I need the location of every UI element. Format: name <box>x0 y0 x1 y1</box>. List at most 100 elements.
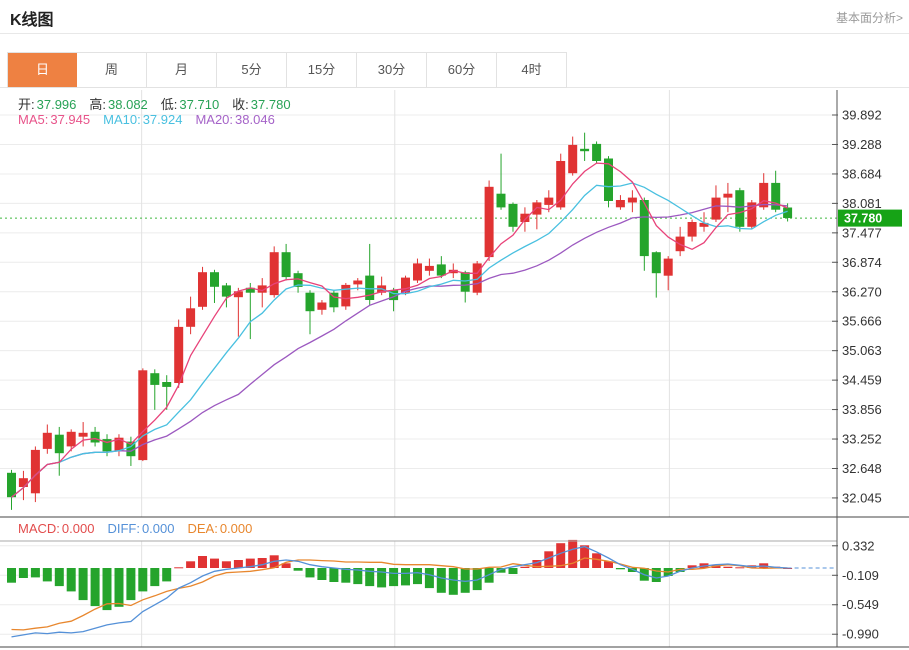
macd-bar <box>293 568 303 571</box>
grid-lines <box>0 90 837 647</box>
axis-tick-label: 32.648 <box>842 461 882 476</box>
macd-bar <box>615 568 625 570</box>
macd-bar <box>472 568 482 591</box>
candle <box>639 197 649 271</box>
page-title: K线图 <box>10 12 54 29</box>
legend-item: MA10: 37.924 <box>103 112 182 127</box>
macd-bar <box>675 568 685 572</box>
macd-bar <box>90 568 100 607</box>
tab-period-周[interactable]: 周 <box>77 53 147 87</box>
macd-bar <box>7 568 16 583</box>
candle <box>174 319 184 388</box>
macd-bar <box>150 568 160 587</box>
legend-value: 0.000 <box>141 521 175 536</box>
macd-bar <box>436 568 446 593</box>
candle <box>7 469 16 510</box>
macd-bar <box>687 565 697 568</box>
tab-period-60分[interactable]: 60分 <box>427 53 497 87</box>
candle <box>735 187 745 232</box>
macd-bar <box>389 568 399 587</box>
axis-tick-label: 33.252 <box>842 432 882 447</box>
macd-bar <box>138 568 148 592</box>
candle <box>496 153 506 210</box>
diff-line <box>11 545 788 638</box>
legend-value: 37.945 <box>50 112 91 127</box>
tab-period-30分[interactable]: 30分 <box>357 53 427 87</box>
candle <box>783 203 793 222</box>
macd-bar <box>42 568 52 582</box>
legend-label: 高: <box>89 97 107 112</box>
candle <box>711 185 721 222</box>
axis-tick-label: 35.666 <box>842 314 882 329</box>
legend-label: MACD: <box>18 521 60 536</box>
macd-bar <box>162 568 172 582</box>
axis-tick-label: 39.288 <box>842 137 882 152</box>
candle <box>198 266 207 310</box>
dea-line <box>11 557 788 631</box>
legend-label: 开: <box>18 97 35 112</box>
ohlc-legend: 开: 37.996 高: 38.082 低: 37.710 收: 37.780 <box>18 94 304 113</box>
axis-tick-label: 38.081 <box>842 196 882 211</box>
candle <box>114 434 124 457</box>
tab-period-4时[interactable]: 4时 <box>497 53 566 87</box>
macd-bar <box>544 551 554 568</box>
legend-label: DEA: <box>187 521 218 536</box>
candle <box>257 278 267 308</box>
ma5-line <box>11 162 788 498</box>
fundamental-analysis-link[interactable]: 基本面分析> <box>835 11 903 25</box>
macd-bar <box>329 568 339 582</box>
legend-label: 低: <box>160 97 178 112</box>
candle <box>544 190 554 213</box>
y-axis: 39.892 39.288 38.684 38.081 37.477 36.874 36.2… <box>832 90 882 647</box>
candle <box>138 368 148 462</box>
candle <box>18 470 28 501</box>
candle <box>221 282 231 308</box>
macd-bar <box>126 568 136 601</box>
candle <box>210 269 219 303</box>
candle <box>389 287 399 312</box>
axis-tick-label: 32.045 <box>842 490 882 505</box>
ma-lines <box>11 162 788 498</box>
axis-tick-label: -0.549 <box>842 597 879 612</box>
legend-item: 开: 37.996 <box>18 94 76 113</box>
macd-bar <box>365 568 375 587</box>
legend-label: 收: <box>232 97 249 112</box>
tab-period-15分[interactable]: 15分 <box>287 53 357 87</box>
macd-bar <box>401 568 410 586</box>
macd-bar <box>281 563 291 568</box>
tab-period-月[interactable]: 月 <box>147 53 217 87</box>
legend-value: 37.996 <box>36 97 77 112</box>
candle <box>436 256 446 279</box>
macd-histogram <box>7 539 793 611</box>
legend-item: DEA: 0.000 <box>187 521 252 536</box>
macd-bar <box>460 568 470 593</box>
macd-bar <box>413 568 422 585</box>
candle <box>162 375 172 410</box>
candle <box>90 426 100 447</box>
tab-period-5分[interactable]: 5分 <box>217 53 287 87</box>
legend-label: DIFF: <box>107 521 140 536</box>
candle <box>508 202 518 232</box>
candle <box>269 246 279 298</box>
ma10-line <box>11 182 788 498</box>
legend-item: DIFF: 0.000 <box>107 521 174 536</box>
candle <box>413 258 422 283</box>
candle <box>771 170 781 213</box>
tab-period-日[interactable]: 日 <box>8 53 77 87</box>
candle <box>556 153 566 210</box>
candle <box>627 190 637 213</box>
ma-legend: MA5: 37.945 MA10: 37.924 MA20: 38.046 <box>18 112 288 127</box>
candle <box>604 156 613 208</box>
legend-item: 低: 37.710 <box>161 94 219 113</box>
legend-value: 38.046 <box>235 112 275 127</box>
legend-label: MA5: <box>18 112 49 127</box>
macd-bar <box>198 556 207 568</box>
candle <box>580 132 590 161</box>
macd-bar <box>210 558 219 568</box>
candle <box>723 182 733 213</box>
axis-tick-label: 36.874 <box>842 255 882 270</box>
macd-bar <box>114 568 124 607</box>
candle <box>699 212 709 232</box>
